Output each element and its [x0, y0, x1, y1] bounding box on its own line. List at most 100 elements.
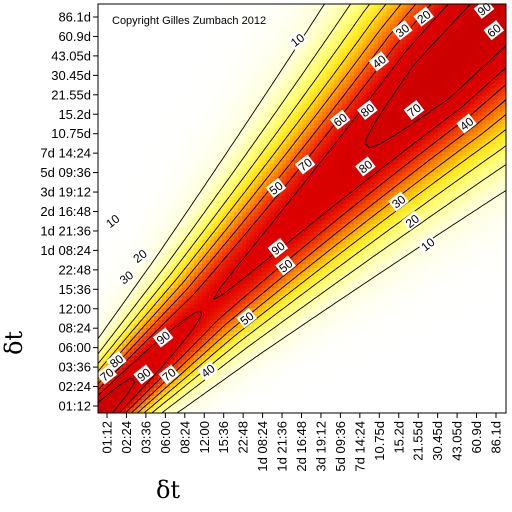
heatmap-cell	[106, 144, 111, 149]
heatmap-cell	[386, 116, 391, 121]
heatmap-cell	[190, 8, 195, 13]
heatmap-cell	[242, 20, 247, 25]
heatmap-cell	[402, 72, 407, 77]
heatmap-cell	[470, 172, 475, 177]
heatmap-cell	[314, 72, 319, 77]
heatmap-cell	[262, 192, 267, 197]
heatmap-cell	[418, 188, 423, 193]
heatmap-cell	[470, 28, 475, 33]
heatmap-cell	[118, 152, 123, 157]
heatmap-cell	[102, 84, 107, 89]
heatmap-cell	[102, 112, 107, 117]
heatmap-cell	[126, 84, 131, 89]
heatmap-cell	[458, 36, 463, 41]
heatmap-cell	[170, 52, 175, 57]
heatmap-cell	[386, 84, 391, 89]
heatmap-cell	[234, 84, 239, 89]
heatmap-cell	[254, 32, 259, 37]
heatmap-cell	[386, 76, 391, 81]
heatmap-cell	[282, 104, 287, 109]
heatmap-cell	[294, 128, 299, 133]
heatmap-cell	[258, 148, 263, 153]
heatmap-cell	[246, 24, 251, 29]
heatmap-cell	[326, 16, 331, 21]
heatmap-cell	[410, 80, 415, 85]
heatmap-cell	[226, 44, 231, 49]
heatmap-cell	[442, 48, 447, 53]
heatmap-cell	[314, 164, 319, 169]
heatmap-cell	[106, 76, 111, 81]
heatmap-cell	[242, 104, 247, 109]
heatmap-cell	[118, 4, 123, 9]
heatmap-cell	[362, 52, 367, 57]
heatmap-cell	[438, 152, 443, 157]
heatmap-cell	[290, 152, 295, 157]
heatmap-cell	[166, 128, 171, 133]
heatmap-cell	[414, 152, 419, 157]
heatmap-cell	[350, 148, 355, 153]
heatmap-cell	[334, 132, 339, 137]
heatmap-cell	[210, 124, 215, 129]
heatmap-cell	[414, 80, 419, 85]
heatmap-cell	[322, 156, 327, 161]
heatmap-cell	[330, 188, 335, 193]
heatmap-cell	[462, 188, 467, 193]
heatmap-cell	[294, 140, 299, 145]
heatmap-cell	[470, 108, 475, 113]
heatmap-cell	[110, 68, 115, 73]
heatmap-cell	[270, 48, 275, 53]
heatmap-cell	[314, 16, 319, 21]
heatmap-cell	[438, 128, 443, 133]
heatmap-cell	[98, 76, 103, 81]
heatmap-cell	[314, 172, 319, 177]
heatmap-cell	[190, 152, 195, 157]
heatmap-cell	[398, 112, 403, 117]
heatmap-cell	[434, 28, 439, 33]
heatmap-cell	[230, 152, 235, 157]
heatmap-cell	[154, 68, 159, 73]
heatmap-cell	[250, 92, 255, 97]
heatmap-cell	[370, 196, 375, 201]
heatmap-cell	[374, 128, 379, 133]
heatmap-cell	[222, 4, 227, 9]
heatmap-cell	[198, 176, 203, 181]
heatmap-cell	[258, 160, 263, 165]
heatmap-cell	[470, 48, 475, 53]
heatmap-cell	[422, 80, 427, 85]
heatmap-cell	[314, 156, 319, 161]
heatmap-cell	[122, 36, 127, 41]
heatmap-cell	[242, 92, 247, 97]
heatmap-cell	[318, 48, 323, 53]
heatmap-cell	[222, 36, 227, 41]
heatmap-cell	[438, 60, 443, 65]
heatmap-cell	[450, 52, 455, 57]
heatmap-cell	[282, 28, 287, 33]
heatmap-cell	[418, 68, 423, 73]
heatmap-cell	[274, 52, 279, 57]
heatmap-cell	[258, 84, 263, 89]
heatmap-cell	[254, 16, 259, 21]
heatmap-cell	[278, 176, 283, 181]
heatmap-cell	[266, 144, 271, 149]
heatmap-cell	[122, 28, 127, 33]
heatmap-cell	[458, 196, 463, 201]
heatmap-cell	[178, 116, 183, 121]
heatmap-cell	[266, 196, 271, 201]
heatmap-cell	[418, 172, 423, 177]
heatmap-cell	[114, 36, 119, 41]
heatmap-cell	[254, 160, 259, 165]
heatmap-cell	[138, 8, 143, 13]
heatmap-cell	[162, 8, 167, 13]
heatmap-cell	[106, 164, 111, 169]
heatmap-cell	[330, 168, 335, 173]
heatmap-cell	[354, 128, 359, 133]
heatmap-cell	[418, 88, 423, 93]
heatmap-cell	[294, 24, 299, 29]
heatmap-cell	[426, 140, 431, 145]
heatmap-cell	[142, 4, 147, 9]
heatmap-cell	[498, 52, 503, 57]
heatmap-cell	[310, 188, 315, 193]
heatmap-cell	[198, 108, 203, 113]
heatmap-cell	[302, 56, 307, 61]
heatmap-cell	[482, 44, 487, 49]
